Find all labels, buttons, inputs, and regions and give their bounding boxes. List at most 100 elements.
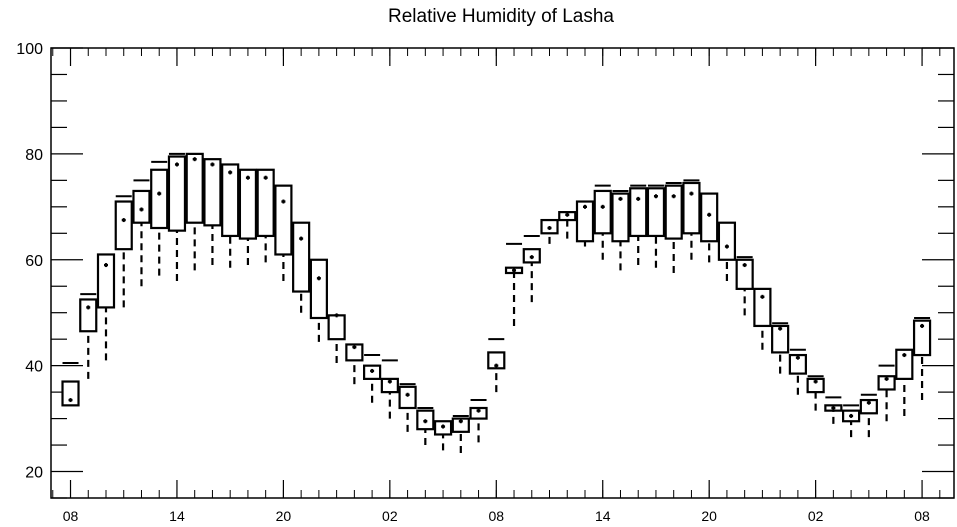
iqr-box xyxy=(292,221,311,293)
iqr-box xyxy=(700,192,719,243)
box-hour-43 xyxy=(824,396,843,424)
iqr-box xyxy=(167,155,187,232)
box-hour-8 xyxy=(203,158,222,266)
iqr-box xyxy=(895,348,914,380)
iqr-box xyxy=(469,406,488,420)
x-tick-label: 20 xyxy=(276,508,292,524)
iqr-box xyxy=(771,324,790,354)
box-hour-3 xyxy=(114,195,133,308)
iqr-box xyxy=(806,377,825,394)
x-tick-label: 02 xyxy=(808,508,824,524)
iqr-box xyxy=(221,163,240,238)
y-tick-label: 100 xyxy=(16,41,43,58)
iqr-box xyxy=(717,221,737,261)
box-hour-10 xyxy=(238,168,258,266)
y-tick-label: 20 xyxy=(25,465,43,482)
iqr-box xyxy=(575,200,595,243)
box-hour-25 xyxy=(504,242,524,326)
box-hour-29 xyxy=(575,200,595,247)
iqr-box xyxy=(593,189,612,235)
iqr-box xyxy=(682,181,701,235)
iqr-box xyxy=(150,168,169,230)
y-axis: 20 40 60 80 100 xyxy=(16,41,954,499)
box-hour-38 xyxy=(735,256,754,316)
iqr-box xyxy=(132,189,151,224)
iqr-box xyxy=(629,187,648,238)
box-hour-11 xyxy=(256,168,275,263)
box-hour-35 xyxy=(682,179,701,260)
box-hour-0 xyxy=(61,362,80,407)
box-hour-27 xyxy=(540,218,559,244)
box-hour-19 xyxy=(398,383,417,432)
box-hour-7 xyxy=(185,152,204,271)
iqr-box xyxy=(309,258,328,320)
box-hour-32 xyxy=(629,184,648,266)
iqr-box xyxy=(114,200,133,251)
box-hour-41 xyxy=(788,348,807,395)
boxes-group xyxy=(61,152,932,453)
iqr-box xyxy=(912,319,932,357)
iqr-box xyxy=(646,187,666,238)
box-hour-42 xyxy=(806,375,825,411)
x-tick-label: 08 xyxy=(63,508,79,524)
iqr-box xyxy=(96,253,116,309)
box-hour-16 xyxy=(345,343,364,385)
iqr-box xyxy=(664,184,683,240)
iqr-box xyxy=(238,168,258,240)
box-hour-24 xyxy=(487,338,506,393)
iqr-box xyxy=(753,287,772,328)
box-hour-1 xyxy=(79,293,98,379)
iqr-box xyxy=(327,314,346,341)
x-axis: 08 14 20 02 08 14 20 02 08 xyxy=(52,48,941,524)
iqr-box xyxy=(274,184,293,256)
box-hour-13 xyxy=(292,221,311,313)
box-hour-28 xyxy=(558,211,577,239)
box-hour-46 xyxy=(877,364,896,422)
x-tick-label: 14 xyxy=(169,508,185,524)
box-hour-15 xyxy=(327,313,346,363)
box-hour-44 xyxy=(842,404,861,438)
box-hour-5 xyxy=(150,160,169,276)
box-hour-26 xyxy=(522,234,541,303)
iqr-box xyxy=(345,343,364,362)
iqr-box xyxy=(859,398,878,415)
iqr-box xyxy=(611,192,630,243)
x-tick-label: 08 xyxy=(914,508,930,524)
iqr-box xyxy=(380,377,399,394)
box-hour-9 xyxy=(221,163,240,268)
box-hour-12 xyxy=(274,184,293,281)
iqr-box xyxy=(788,353,807,375)
x-tick-label: 14 xyxy=(595,508,611,524)
box-hour-40 xyxy=(771,322,790,374)
box-hour-21 xyxy=(433,420,453,451)
box-hour-23 xyxy=(469,399,488,443)
box-hour-33 xyxy=(646,184,666,268)
box-hour-39 xyxy=(753,287,772,350)
iqr-box xyxy=(185,152,204,224)
box-hour-18 xyxy=(380,359,399,419)
x-tick-label: 02 xyxy=(382,508,398,524)
box-hour-14 xyxy=(309,258,328,342)
box-hour-48 xyxy=(912,317,932,401)
iqr-box xyxy=(79,298,98,333)
box-hour-20 xyxy=(416,407,435,446)
x-tick-label: 08 xyxy=(489,508,505,524)
iqr-box xyxy=(451,417,470,433)
iqr-box xyxy=(256,168,275,238)
y-tick-label: 80 xyxy=(25,147,43,164)
x-tick-label: 20 xyxy=(701,508,717,524)
box-hour-2 xyxy=(96,253,116,361)
box-hour-31 xyxy=(611,189,630,271)
chart-title: Relative Humidity of Lasha xyxy=(388,6,614,27)
iqr-box xyxy=(398,385,417,410)
box-hour-36 xyxy=(700,192,719,263)
iqr-box xyxy=(203,158,222,227)
box-hour-45 xyxy=(859,393,878,438)
iqr-box xyxy=(61,380,80,407)
iqr-box xyxy=(735,258,754,290)
box-hour-17 xyxy=(363,354,382,403)
box-hour-37 xyxy=(717,221,737,281)
iqr-box xyxy=(877,375,896,391)
box-hour-6 xyxy=(167,152,187,281)
